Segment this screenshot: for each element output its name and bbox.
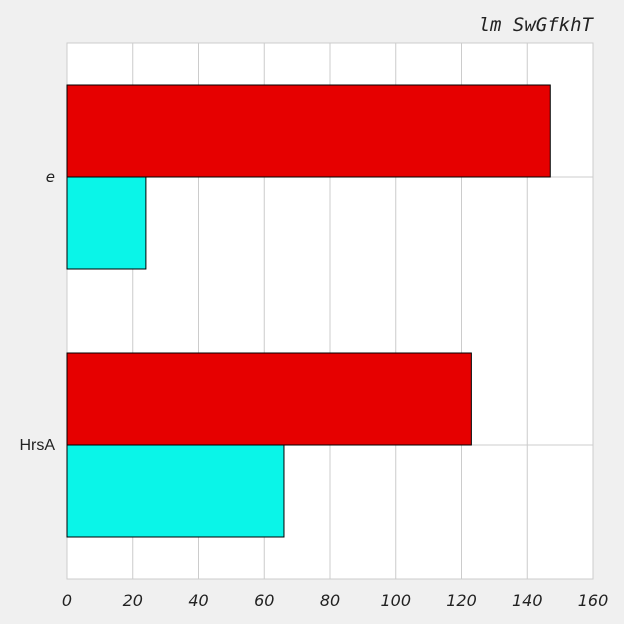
bar	[66, 176, 147, 270]
bar	[66, 352, 472, 446]
bar	[66, 84, 551, 178]
x-tick-label: 80	[320, 591, 340, 610]
x-axis-ticks: 0 20 40 60 80 100 120 140 160	[62, 591, 608, 610]
x-tick-label: 40	[188, 591, 208, 610]
x-tick-label: 20	[123, 591, 143, 610]
x-tick-label: 120	[446, 591, 477, 610]
y-axis-ticks: e HrsA	[19, 168, 55, 454]
x-tick-label: 100	[380, 591, 411, 610]
bar-layer	[66, 84, 551, 538]
x-tick-label: 140	[512, 591, 543, 610]
x-tick-label: 60	[254, 591, 274, 610]
x-tick-label: 0	[62, 591, 72, 610]
x-tick-label: 160	[578, 591, 609, 610]
bar	[66, 444, 285, 538]
y-tick-label: HrsA	[19, 437, 55, 454]
chart-title: lm SwGfkhT	[479, 14, 595, 36]
y-tick-label: e	[46, 168, 55, 186]
